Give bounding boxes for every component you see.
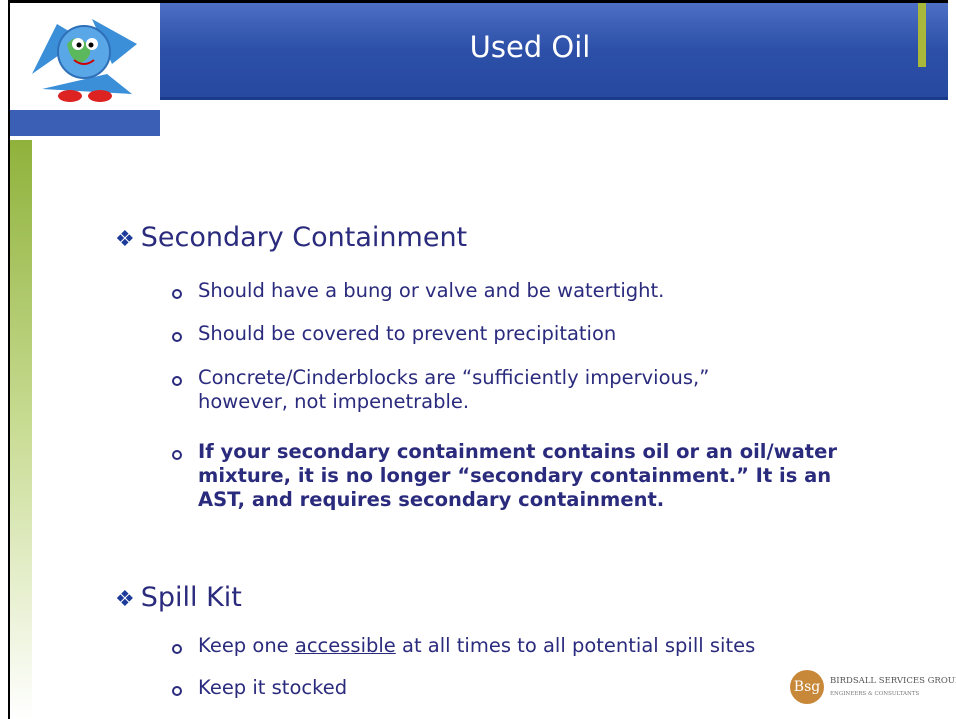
side-bar [10, 140, 32, 719]
logo-mark: Bsg [790, 670, 824, 704]
logo-tagline: Engineers & Consultants [830, 691, 920, 697]
section-heading: ❖ Secondary Containment [115, 222, 468, 253]
header-bar [160, 3, 948, 97]
logo-name: Birdsall Services Group [830, 676, 956, 686]
mascot-logo [32, 19, 137, 102]
bullet: If your secondary containment contains o… [170, 440, 838, 512]
bullet: Keep it stocked [170, 676, 918, 700]
bullet: Should have a bung or valve and be water… [170, 279, 918, 303]
bullet: Keep one accessible at all times to all … [170, 634, 918, 658]
company-logo: Bsg Birdsall Services Group Engineers & … [790, 670, 956, 706]
bullet: Should be covered to prevent precipitati… [170, 322, 918, 346]
section-heading: ❖ Spill Kit [115, 582, 242, 613]
bullet: Concrete/Cinderblocks are “sufficiently … [170, 366, 718, 414]
border [8, 0, 948, 3]
header-rule [160, 97, 948, 100]
border [8, 0, 10, 719]
accent-block [10, 110, 160, 136]
accent-bar [918, 3, 926, 67]
slide-title: Used Oil [469, 30, 591, 64]
